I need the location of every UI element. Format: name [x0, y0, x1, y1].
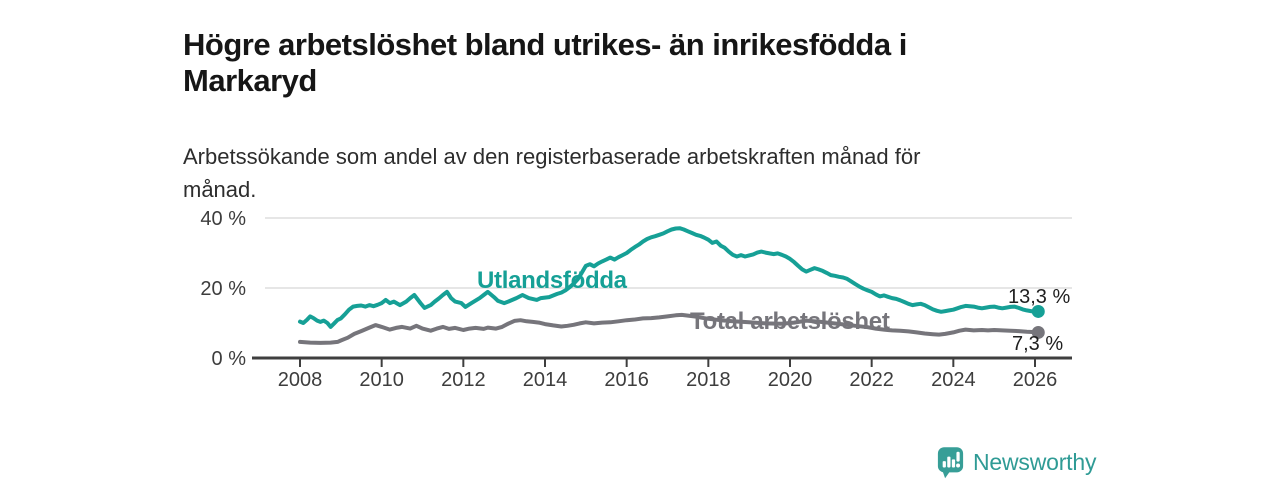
- x-axis-tick-label: 2008: [278, 369, 323, 391]
- brand-name: Newsworthy: [973, 449, 1097, 475]
- data-line-utlandsfodda: [298, 226, 1041, 329]
- x-axis-tick-label: 2020: [768, 369, 813, 391]
- x-axis-tick-label: 2026: [1013, 369, 1058, 391]
- x-axis-tick-label: 2014: [523, 369, 568, 391]
- subtitle-line2: månad.: [183, 177, 257, 202]
- y-axis-tick-label: 0 %: [212, 348, 247, 370]
- x-axis-tick-label: 2022: [849, 369, 894, 391]
- x-axis-tick-label: 2016: [604, 369, 649, 391]
- x-axis-tick-label: 2024: [931, 369, 976, 391]
- end-value-utlandsfodda: 13,3 %: [1008, 286, 1071, 308]
- x-axis-tick-label: 2010: [359, 369, 404, 391]
- newsworthy-logo-icon: [937, 447, 964, 479]
- data-line-total: [298, 312, 1041, 345]
- y-axis-tick-label: 20 %: [200, 278, 246, 300]
- end-value-total: 7,3 %: [1012, 333, 1064, 355]
- subtitle-line1: Arbetssökande som andel av den registerb…: [183, 144, 921, 169]
- series-label-total-arbetsloshet: Total arbetslöshet: [690, 308, 890, 335]
- title-line1: Högre arbetslöshet bland utrikes- än inr…: [183, 26, 907, 62]
- chart-subtitle: Arbetssökande som andel av den registerb…: [183, 140, 1163, 206]
- series-label-utlandsfodda: Utlandsfödda: [477, 267, 627, 294]
- x-axis-tick-label: 2012: [441, 369, 486, 391]
- end-dot-total: [1031, 325, 1045, 339]
- y-axis-tick-label: 40 %: [200, 208, 246, 230]
- brand-footer: Newsworthy: [937, 446, 1096, 479]
- page-title: Högre arbetslöshet bland utrikes- än inr…: [183, 27, 1163, 99]
- x-axis-tick-label: 2018: [686, 369, 731, 391]
- title-line2: Markaryd: [183, 62, 317, 98]
- end-dot-utlandsfodda: [1031, 304, 1045, 318]
